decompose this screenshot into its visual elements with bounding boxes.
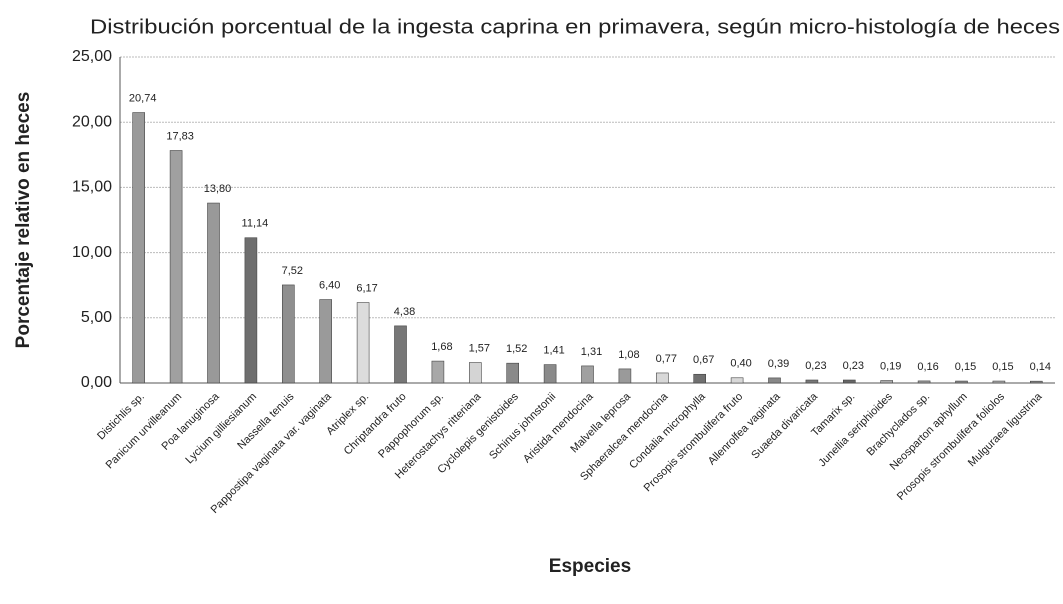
x-tick-label: Schinus johnstonii bbox=[487, 391, 558, 462]
y-tick-label: 5,00 bbox=[81, 309, 112, 326]
x-tick-label: Mulguraea ligustrina bbox=[966, 390, 1045, 469]
y-tick-label: 10,00 bbox=[72, 244, 112, 261]
data-label: 4,38 bbox=[394, 306, 415, 318]
bar bbox=[917, 380, 931, 384]
data-label: 1,41 bbox=[543, 345, 564, 357]
data-label: 7,52 bbox=[282, 265, 303, 277]
data-label: 0,23 bbox=[805, 360, 826, 372]
x-tick-label: Allenrolfea vaginata bbox=[706, 390, 783, 467]
x-axis-label: Especies bbox=[549, 556, 631, 577]
data-label: 1,57 bbox=[469, 342, 490, 354]
chart-title: Distribución porcentual de la ingesta ca… bbox=[90, 16, 1060, 38]
data-label: 11,14 bbox=[242, 218, 269, 230]
data-label: 0,77 bbox=[656, 353, 677, 365]
data-label: 13,80 bbox=[204, 183, 232, 195]
x-tick-label: Pappophorum sp. bbox=[376, 391, 446, 461]
data-label: 0,16 bbox=[917, 361, 938, 373]
data-label: 17,83 bbox=[166, 130, 194, 142]
bar bbox=[543, 364, 557, 384]
bar bbox=[431, 360, 445, 384]
bar bbox=[880, 380, 894, 384]
bar bbox=[1030, 380, 1043, 384]
bar bbox=[244, 237, 258, 384]
bar bbox=[805, 379, 819, 384]
data-label: 0,15 bbox=[992, 361, 1013, 373]
bar bbox=[768, 377, 781, 384]
data-label: 0,40 bbox=[730, 358, 751, 370]
y-axis-label: Porcentaje relativo en heces bbox=[13, 92, 34, 349]
data-label: 0,39 bbox=[768, 358, 789, 370]
y-tick-label: 0,00 bbox=[81, 374, 112, 391]
bar bbox=[842, 379, 856, 384]
bar bbox=[169, 150, 183, 384]
bar bbox=[319, 299, 333, 384]
x-tick-label: Suaeda divaricata bbox=[749, 390, 820, 461]
bar bbox=[356, 302, 370, 384]
bar bbox=[468, 362, 482, 384]
data-label: 0,14 bbox=[1030, 361, 1051, 373]
data-label: 0,19 bbox=[880, 360, 901, 372]
data-label: 1,31 bbox=[581, 346, 602, 358]
x-tick-label: Lycium gilliesianum bbox=[183, 391, 259, 467]
data-label: 0,15 bbox=[955, 361, 976, 373]
y-tick-label: 15,00 bbox=[72, 179, 112, 196]
bar bbox=[955, 380, 968, 384]
y-tick-label: 25,00 bbox=[72, 48, 112, 65]
data-label: 0,23 bbox=[843, 360, 864, 372]
bar bbox=[394, 325, 407, 384]
x-tick-label: Aristida mendocina bbox=[521, 390, 596, 465]
bar bbox=[506, 362, 520, 384]
bar bbox=[618, 368, 632, 384]
data-label: 6,17 bbox=[356, 282, 377, 294]
data-label: 1,08 bbox=[618, 349, 639, 361]
bar bbox=[132, 112, 145, 384]
bar bbox=[693, 373, 707, 384]
bar bbox=[281, 284, 295, 384]
y-tick-label: 20,00 bbox=[72, 113, 112, 130]
bar bbox=[655, 372, 669, 384]
bar bbox=[730, 377, 744, 384]
data-label: 6,40 bbox=[319, 279, 340, 291]
data-label: 0,67 bbox=[693, 354, 714, 366]
data-label: 1,68 bbox=[431, 341, 452, 353]
bar bbox=[581, 365, 594, 384]
x-tick-label: Brachyclados sp. bbox=[865, 391, 933, 459]
data-label: 1,52 bbox=[506, 343, 527, 355]
bar bbox=[207, 202, 220, 384]
data-label: 20,74 bbox=[129, 92, 157, 104]
bar bbox=[992, 380, 1006, 384]
